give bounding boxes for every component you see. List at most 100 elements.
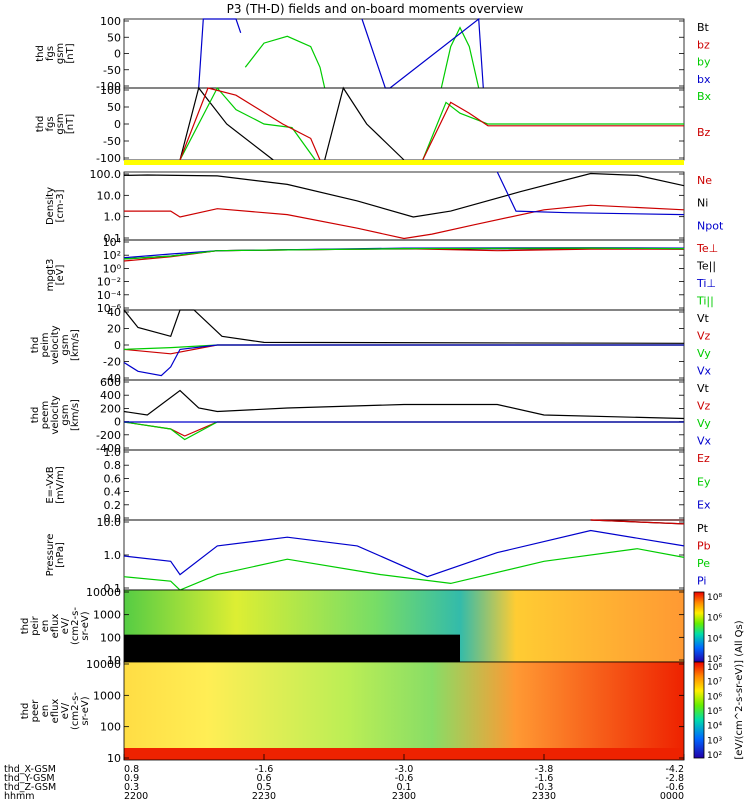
series-line-pb xyxy=(590,519,685,525)
series-line-bz xyxy=(179,87,321,161)
y-tick-label: 0 xyxy=(114,118,121,131)
colorbar-tick-label: 10⁴ xyxy=(707,722,722,732)
x-tick-value: -0.3 xyxy=(535,782,554,793)
series-line-bt xyxy=(179,86,274,161)
series-line-bx xyxy=(179,86,316,161)
panel-frame xyxy=(123,379,685,451)
y-axis-label-line: [eV] xyxy=(55,265,66,286)
series-line-bt xyxy=(324,86,405,161)
x-tick-value: -2.8 xyxy=(665,773,684,784)
y-tick-label: -200 xyxy=(96,429,121,442)
y-tick-label: 100 xyxy=(100,631,121,644)
colorbar-tick-label: 10³ xyxy=(707,736,722,746)
series-line-bx xyxy=(198,18,242,89)
colorbar-tick-label: 10⁶ xyxy=(707,692,722,702)
y-tick-label: 1.0 xyxy=(104,211,122,224)
legend-entry: Te⊥ xyxy=(696,242,718,255)
legend-entry: Vt xyxy=(697,312,710,325)
x-tick-value: 2300 xyxy=(392,791,416,800)
x-tick-value: 2230 xyxy=(252,791,276,800)
y-tick-label: 200 xyxy=(100,402,121,415)
legend-entry: Npot xyxy=(697,219,724,232)
y-axis-label-line: velocity xyxy=(50,395,61,434)
x-tick-value: -1.6 xyxy=(255,764,274,775)
y-axis-label-line: [nT] xyxy=(65,114,76,134)
y-axis-label-line: (cm2-s- xyxy=(70,692,81,730)
y-tick-label: 400 xyxy=(100,389,121,402)
y-tick-label: 10⁰ xyxy=(103,262,122,275)
panel-frame xyxy=(123,519,685,591)
y-tick-label: 10⁴ xyxy=(103,236,122,249)
colorbar-tick-label: 10⁷ xyxy=(707,678,722,688)
y-tick-label: 10 xyxy=(107,654,121,667)
legend-entry: Vz xyxy=(697,400,711,413)
y-axis-label-line: thd xyxy=(30,337,41,354)
legend-entry: Ez xyxy=(697,452,710,465)
y-axis-label-line: Pressure xyxy=(45,534,56,577)
y-axis-label-line: [cm-3] xyxy=(55,189,66,222)
y-axis-label-line: gsm xyxy=(55,113,66,134)
x-tick-value: -0.6 xyxy=(665,782,684,793)
colorbar-ticks-upper: 10⁸ 10⁶ 10⁴ 10² xyxy=(707,593,722,665)
y-tick-label: 10⁻⁴ xyxy=(97,289,122,302)
y-tick-label: -40 xyxy=(103,372,121,385)
legend-entry: Pt xyxy=(697,522,709,535)
y-axis-label-line: gsm xyxy=(60,334,71,355)
spectrogram-fill xyxy=(124,662,684,760)
y-tick-label: -100 xyxy=(96,80,121,93)
legend-entry: Ti⊥ xyxy=(696,277,716,290)
x-row-label: thd_Y-GSM xyxy=(4,773,55,784)
y-tick-label: 10 xyxy=(107,752,121,765)
series-line-ni xyxy=(123,172,685,218)
x-tick-value: 0.1 xyxy=(396,782,411,793)
series-line-ti xyxy=(123,247,685,260)
y-tick-label: 0.2 xyxy=(104,499,122,512)
y-axis-label-line: fgs xyxy=(45,116,56,131)
y-axis-label-line: thd xyxy=(35,116,46,133)
y-axis-label-line: fgs xyxy=(45,46,56,61)
x-tick-value: 2330 xyxy=(532,791,556,800)
legend-entry: Te|| xyxy=(696,260,716,273)
legend-entry: Pb xyxy=(697,540,711,553)
spectrogram-dark-region xyxy=(124,634,460,662)
legend-entry: Bt xyxy=(697,21,710,34)
y-axis-label-line: eV/ xyxy=(60,702,71,719)
y-axis-label-line: eflux xyxy=(50,614,61,639)
colorbar-tick-label: 10⁴ xyxy=(707,634,722,644)
legend-entry: Bx xyxy=(697,90,712,103)
y-axis-label-line: gsm xyxy=(60,404,71,425)
y-tick-label: -20 xyxy=(103,356,121,369)
y-tick-label: 0.8 xyxy=(104,459,122,472)
colorbar-tick-label: 10⁸ xyxy=(707,593,722,603)
legend-entry: Ti|| xyxy=(696,295,714,308)
series-line-te xyxy=(123,247,684,262)
legend-entry: Bz xyxy=(697,126,711,139)
x-tick-value: -1.6 xyxy=(535,773,554,784)
y-tick-label: 1000 xyxy=(93,609,121,622)
legend-entry: Vx xyxy=(697,365,712,378)
y-axis-label-line: velocity xyxy=(50,325,61,364)
y-tick-label: 0.4 xyxy=(104,486,122,499)
series-line-vt xyxy=(123,309,685,344)
panel-fgs-gsm-a: 100 50 0 -50 -100 thd fgs gsm [nT] Bt bz by bx xyxy=(35,15,711,93)
x-tick-value: 0.5 xyxy=(256,782,271,793)
panel-efield: 1.00.80.60.40.20.0 E=-VxB [mV/m] Ez Ey Ex xyxy=(45,446,711,525)
x-tick-value: 0000 xyxy=(660,791,684,800)
x-tick-value: 2200 xyxy=(124,791,148,800)
x-tick-value: 0.9 xyxy=(124,773,139,784)
panel-peer-eflux: 10000 1000 100 10 thd peer en eflux eV/(cm2-s-sr… xyxy=(20,658,685,765)
legend-entry: by xyxy=(697,56,711,69)
colorbar-tick-label: 10² xyxy=(707,751,722,761)
panel-peir-eflux: 10000 1000 100 10 thd peir en eflux eV/(cm2-s-sr… xyxy=(20,586,685,667)
colorbar-tick-label: 10² xyxy=(707,655,722,665)
y-axis-label-line: en xyxy=(40,705,51,718)
y-axis-label-line: [nPa] xyxy=(55,542,66,568)
colorbar-upper xyxy=(693,591,705,663)
y-tick-label: 100 xyxy=(100,15,121,28)
plot-title: P3 (TH-D) fields and on-board moments ov… xyxy=(227,2,524,16)
x-tick-value: -3.8 xyxy=(535,764,554,775)
y-axis-label-line: thd xyxy=(35,45,46,62)
